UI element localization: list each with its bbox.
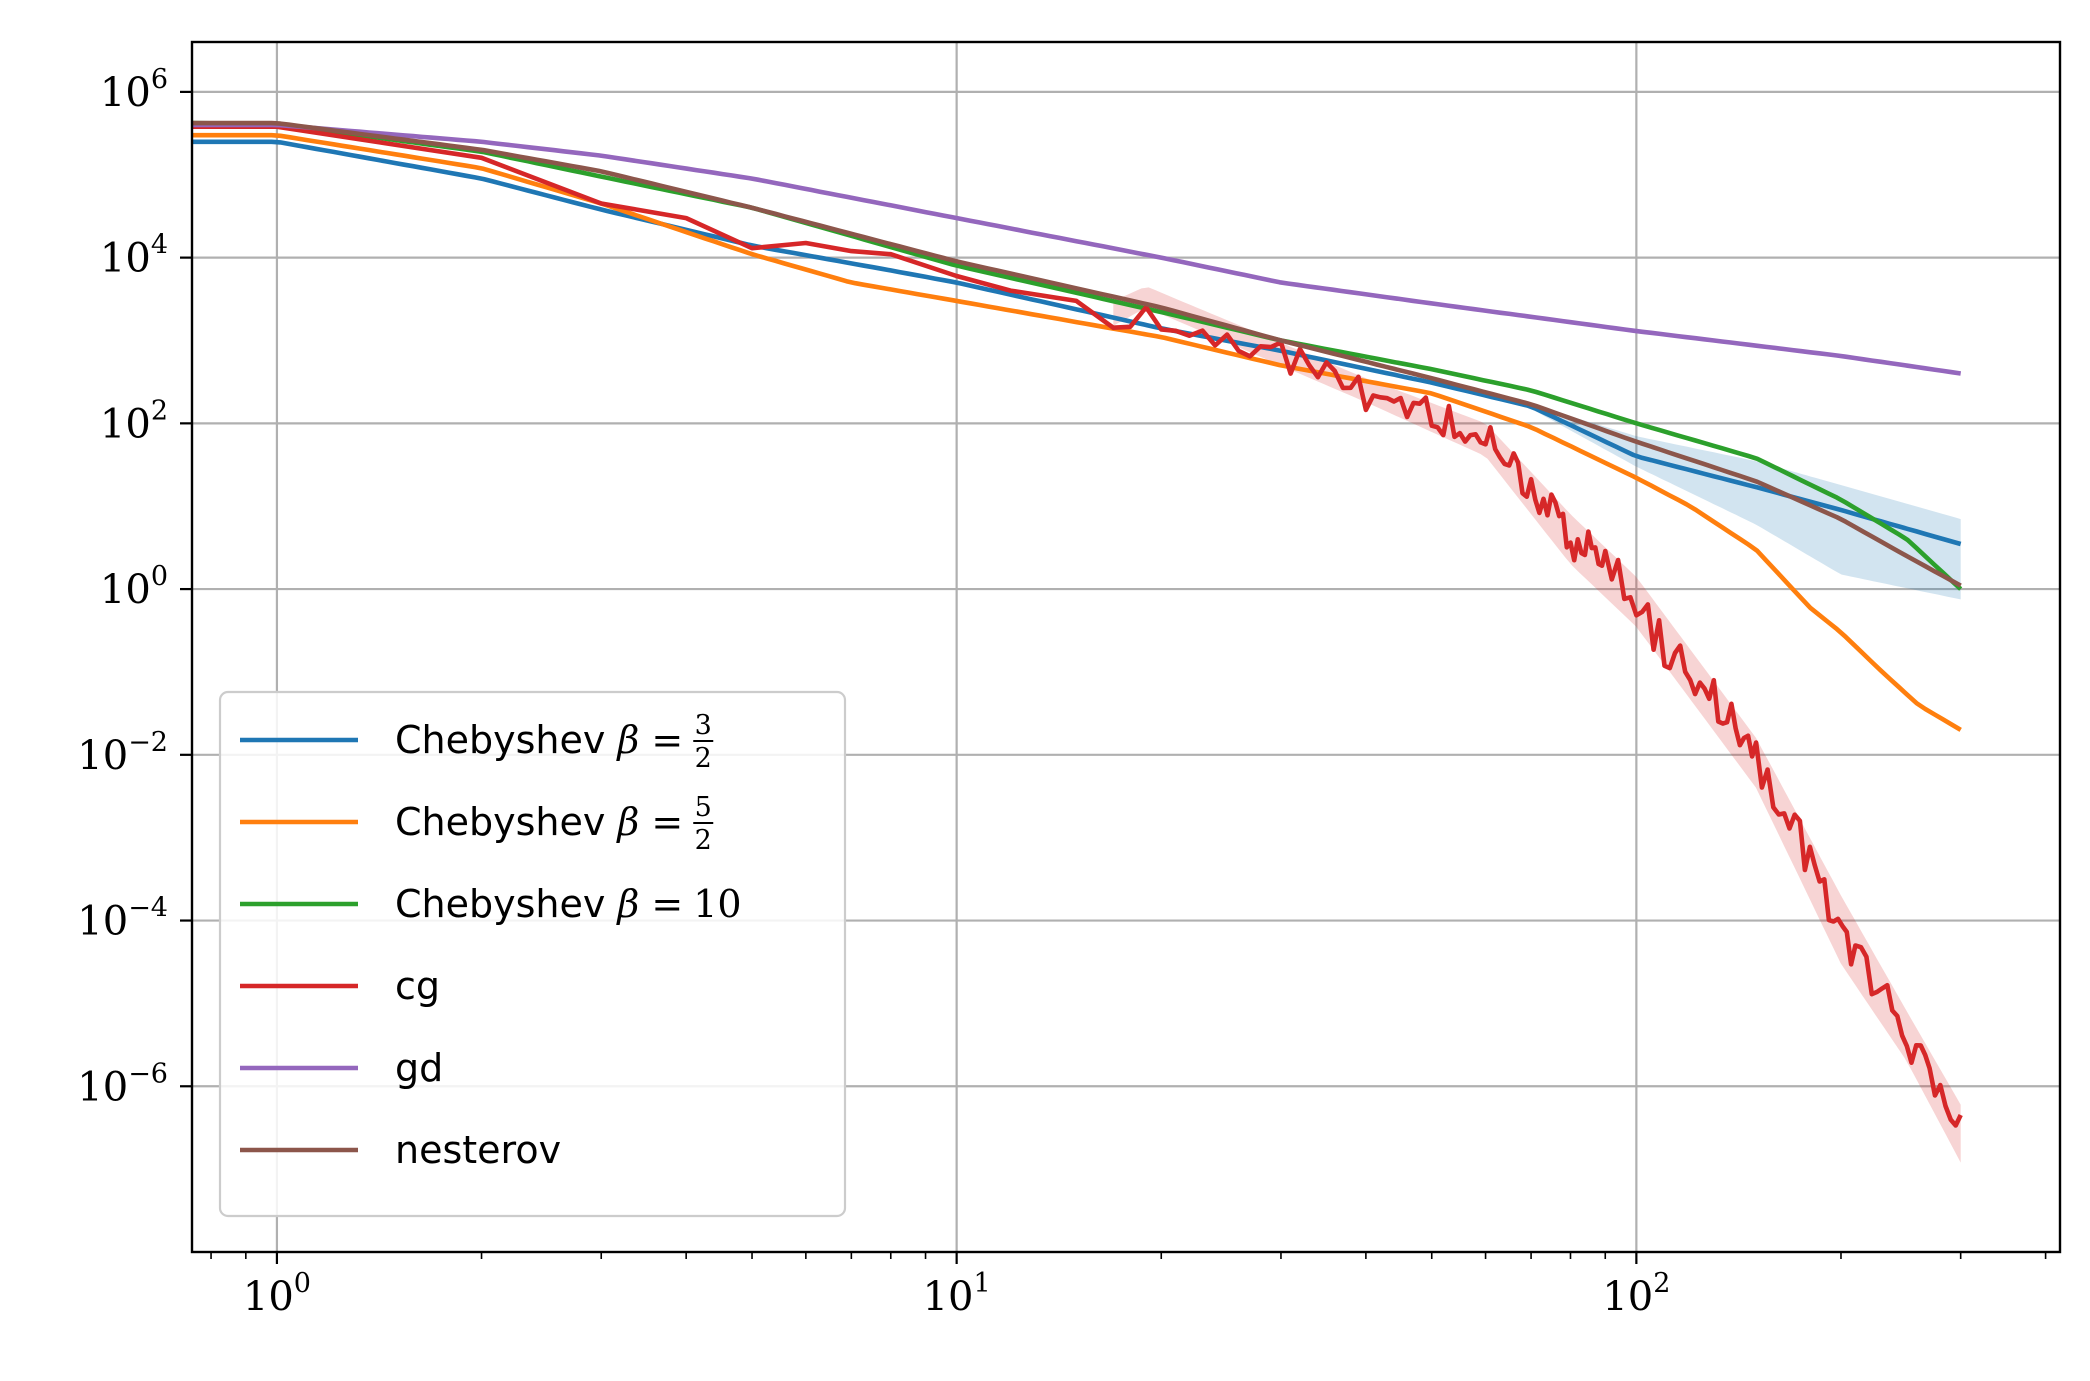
legend-box [218,690,847,1218]
series-line-nesterov-5 [192,120,1962,588]
legend-label: Chebyshev β = [395,718,683,762]
y-tick-label: 100 [100,561,168,613]
series-line-cg-3 [192,124,1963,1128]
axes: 100 101 102 106 104 102 100 10−2 10−4 10−6 [77,40,2062,1320]
legend-label: Chebyshev β = [395,800,683,844]
y-tick-label: 102 [100,395,168,447]
band-3 [1113,287,1961,1163]
axes-frame [190,40,2062,1254]
grid-lines [192,42,2060,1252]
y-tick-label: 104 [100,230,168,282]
y-tick-label: 10−6 [77,1058,168,1110]
y-tick-label: 106 [100,64,168,116]
x-tick-label: 100 [243,1268,311,1320]
x-tick-label: 102 [1602,1268,1670,1320]
legend-label: gd [395,1046,443,1090]
legend-label: cg [395,964,440,1008]
series-line-chebyshev-2 [191,120,1963,591]
legend-label: Chebyshev β = 10 [395,882,742,926]
legend-frac-den: 2 [695,743,712,774]
confidence-bands [1113,287,1961,1163]
series-line-chebyshev-0 [192,139,1962,547]
y-tick-label: 10−2 [77,727,168,779]
legend-frac-num: 5 [695,792,712,823]
legend-frac-den: 2 [695,825,712,856]
series-line-gd-4 [192,122,1962,376]
series-line-chebyshev-1 [192,132,1962,732]
legend-label: nesterov [395,1128,561,1172]
y-tick-label: 10−4 [77,893,168,945]
legend-frac-num: 3 [695,710,712,741]
x-tick-label: 101 [923,1268,991,1320]
band-0 [1431,381,1961,600]
series-lines [191,120,1963,1128]
